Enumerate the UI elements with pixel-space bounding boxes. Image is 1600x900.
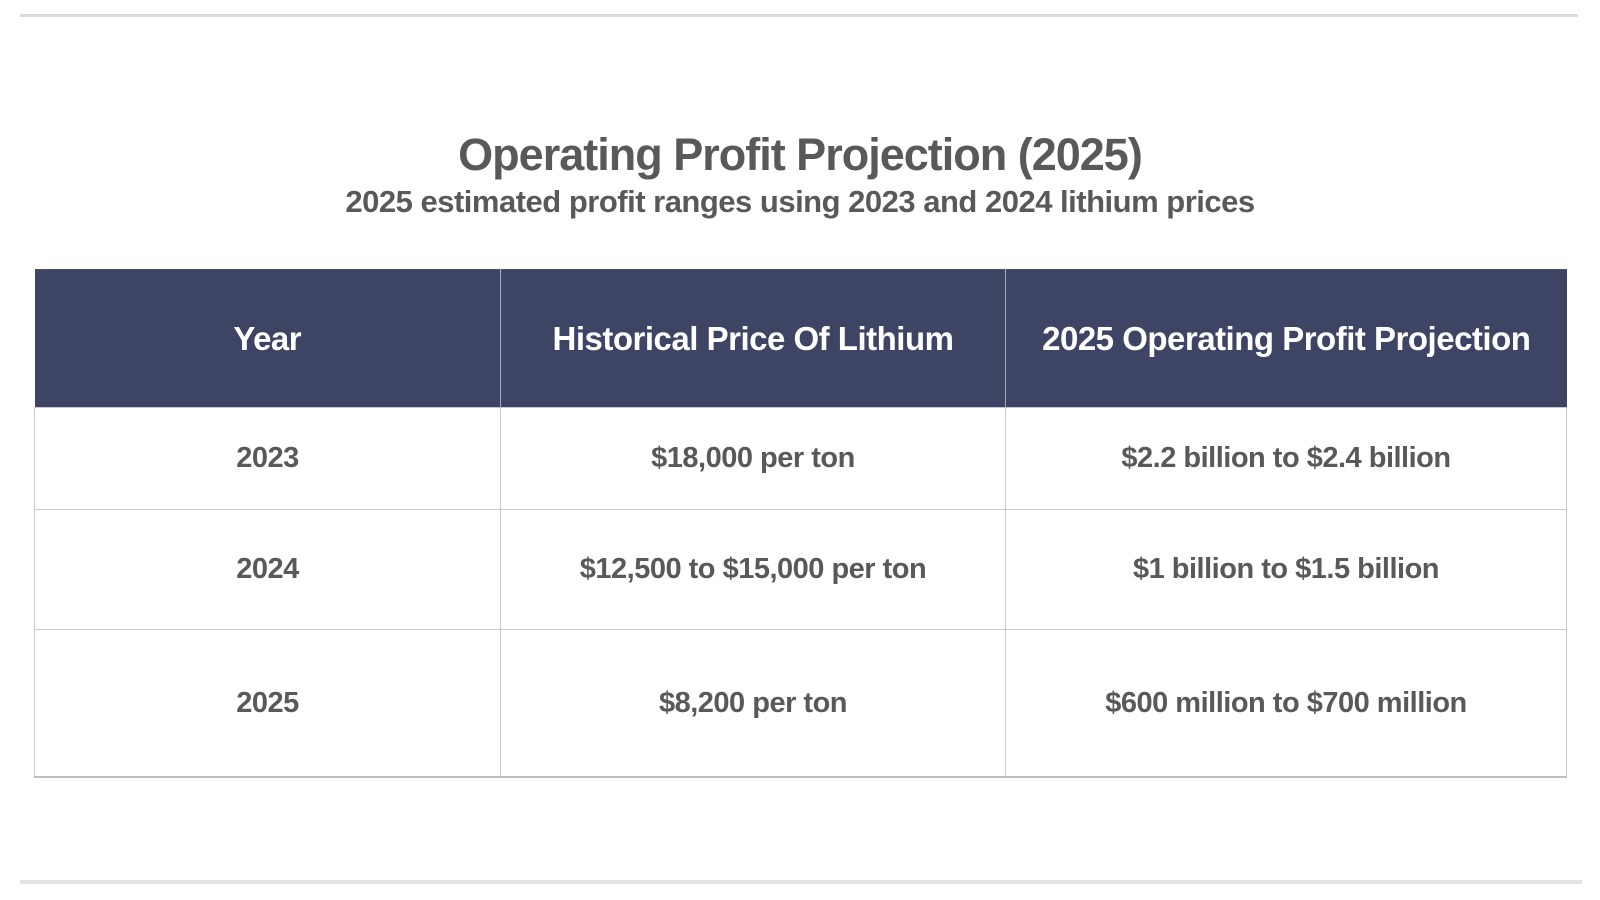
table-row: 2025 $8,200 per ton $600 million to $700… (34, 629, 1567, 778)
bottom-divider (20, 880, 1582, 884)
column-header-profit-projection: 2025 Operating Profit Projection (1005, 269, 1567, 408)
top-divider (20, 14, 1578, 17)
cell-projection: $2.2 billion to $2.4 billion (1005, 407, 1567, 510)
cell-year: 2024 (34, 509, 501, 630)
cell-price: $18,000 per ton (500, 407, 1006, 510)
table-row: 2023 $18,000 per ton $2.2 billion to $2.… (34, 407, 1567, 510)
table-header-row: Year Historical Price Of Lithium 2025 Op… (34, 269, 1567, 408)
column-header-historical-price: Historical Price Of Lithium (500, 269, 1006, 408)
cell-year: 2023 (34, 407, 501, 510)
cell-price: $12,500 to $15,000 per ton (500, 509, 1006, 630)
profit-projection-table: Year Historical Price Of Lithium 2025 Op… (34, 269, 1567, 778)
page-subtitle: 2025 estimated profit ranges using 2023 … (345, 184, 1255, 219)
cell-year: 2025 (34, 629, 501, 778)
cell-projection: $1 billion to $1.5 billion (1005, 509, 1567, 630)
cell-price: $8,200 per ton (500, 629, 1006, 778)
page-title: Operating Profit Projection (2025) (458, 129, 1143, 180)
cell-projection: $600 million to $700 million (1005, 629, 1567, 778)
table-row: 2024 $12,500 to $15,000 per ton $1 billi… (34, 509, 1567, 630)
column-header-year: Year (34, 269, 501, 408)
